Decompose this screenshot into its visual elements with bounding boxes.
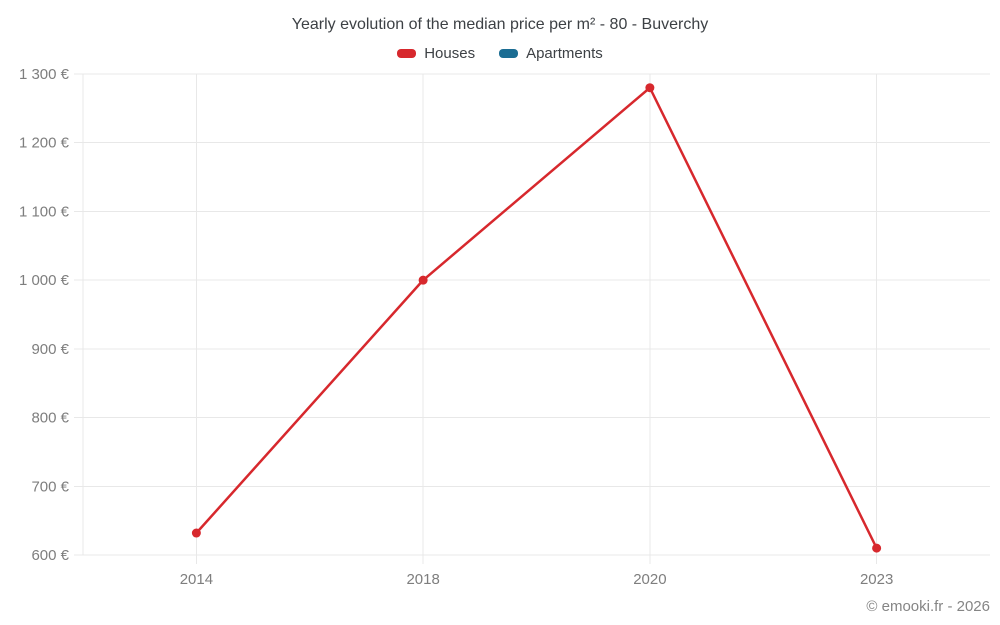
chart-legend: Houses Apartments xyxy=(0,45,1000,62)
houses-line xyxy=(195,86,878,550)
houses-point-2018[interactable] xyxy=(418,275,428,285)
y-axis-tick-label: 600 € xyxy=(31,547,69,564)
legend-swatch-apartments xyxy=(499,49,519,58)
y-axis-tick-label: 1 300 € xyxy=(19,66,70,83)
y-axis-tick-label: 1 200 € xyxy=(19,135,70,152)
legend-item-apartments[interactable]: Apartments xyxy=(499,45,603,62)
legend-item-houses[interactable]: Houses xyxy=(397,45,475,62)
houses-point-2014[interactable] xyxy=(191,528,201,538)
houses-point-2023[interactable] xyxy=(872,543,882,553)
x-axis-tick-label: 2020 xyxy=(633,571,666,588)
x-axis-tick-label: 2018 xyxy=(406,571,439,588)
legend-label-apartments: Apartments xyxy=(526,45,603,62)
copyright-text: © emooki.fr - 2026 xyxy=(866,598,990,615)
houses-point-2020[interactable] xyxy=(645,83,655,93)
y-axis-tick-label: 900 € xyxy=(31,341,69,358)
x-axis-tick-label: 2014 xyxy=(180,571,213,588)
y-axis-tick-label: 700 € xyxy=(31,478,69,495)
legend-swatch-houses xyxy=(397,49,417,58)
y-axis-tick-label: 1 000 € xyxy=(19,272,70,289)
legend-label-houses: Houses xyxy=(424,45,476,62)
y-axis-tick-label: 800 € xyxy=(31,410,69,427)
chart-title: Yearly evolution of the median price per… xyxy=(291,16,709,33)
x-axis-tick-label: 2023 xyxy=(860,571,893,588)
y-axis-tick-label: 1 100 € xyxy=(19,203,70,220)
